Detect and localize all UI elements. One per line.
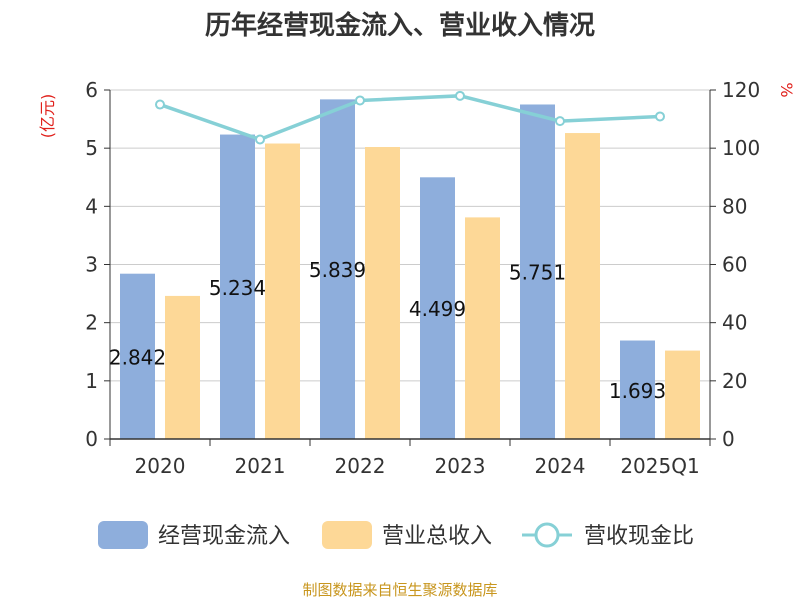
- bar-cash-inflow: [120, 273, 155, 439]
- y-right-tick-label: 120: [722, 78, 760, 102]
- y-left-tick-label: 3: [85, 253, 98, 277]
- legend-label: 营业总收入: [382, 524, 492, 549]
- source-note: 制图数据来自恒生聚源数据库: [302, 581, 497, 599]
- bar-labels: 2.842 5.234 5.839 4.499 5.751 1.693: [109, 258, 666, 403]
- bar-revenue: [565, 133, 600, 439]
- x-tick-label: 2020: [135, 454, 186, 478]
- bar-cash-inflow: [420, 177, 455, 439]
- y-right-tick-label: 60: [722, 253, 747, 277]
- bars: [120, 99, 700, 440]
- chart-title: 历年经营现金流入、营业收入情况: [205, 10, 595, 41]
- y-left-tick-label: 6: [85, 78, 98, 102]
- bar-value-label: 5.234: [209, 276, 266, 300]
- x-tick-label: 2024: [535, 454, 586, 478]
- ratio-point: [255, 134, 265, 145]
- bar-value-label: 5.751: [509, 261, 566, 285]
- ratio-point: [555, 116, 565, 127]
- ratio-point: [455, 90, 465, 101]
- y-right-tick-label: 0: [722, 427, 735, 451]
- y-left-tick-label: 0: [85, 427, 98, 451]
- ratio-line: [155, 90, 665, 145]
- legend-swatch-ratio-marker: [534, 522, 560, 548]
- bar-value-label: 1.693: [609, 379, 666, 403]
- x-tick-label: 2025Q1: [620, 454, 699, 478]
- bar-value-label: 4.499: [409, 297, 466, 321]
- x-tick-label: 2022: [335, 454, 386, 478]
- bar-revenue: [165, 295, 200, 439]
- bar-revenue: [365, 147, 400, 439]
- legend-swatch-revenue: [322, 521, 372, 549]
- bar-value-label: 2.842: [109, 345, 166, 369]
- bar-cash-inflow: [320, 99, 355, 439]
- y-left-unit: (亿元): [38, 94, 57, 139]
- y-right-tick-label: 40: [722, 311, 747, 335]
- bar-revenue: [265, 143, 300, 439]
- bar-cash-inflow: [220, 134, 255, 439]
- grid: [110, 89, 710, 382]
- y-right-unit: %: [777, 82, 796, 97]
- bar-revenue: [665, 350, 700, 439]
- y-left-tick-label: 2: [85, 311, 98, 335]
- y-right-tick-label: 20: [722, 369, 747, 393]
- y-left-tick-label: 4: [85, 194, 98, 218]
- y-right-tick-label: 80: [722, 194, 747, 218]
- bar-value-label: 5.839: [309, 258, 366, 282]
- legend-label: 营收现金比: [584, 524, 694, 549]
- legend-swatch-cash-inflow: [98, 521, 148, 549]
- ratio-point: [355, 95, 365, 106]
- y-right-tick-label: 100: [722, 136, 760, 160]
- bar-cash-inflow: [620, 340, 655, 439]
- y-left-tick-label: 1: [85, 369, 98, 393]
- ratio-line-path: [159, 94, 661, 142]
- ratio-point: [155, 99, 165, 110]
- x-tick-label: 2023: [435, 454, 486, 478]
- legend: 经营现金流入 营业总收入 营收现金比: [98, 521, 694, 549]
- bar-cash-inflow: [520, 104, 555, 440]
- bar-revenue: [465, 217, 500, 439]
- legend-label: 经营现金流入: [158, 524, 290, 549]
- ratio-point: [655, 111, 665, 122]
- x-tick-label: 2021: [235, 454, 286, 478]
- y-left-tick-label: 5: [85, 136, 98, 160]
